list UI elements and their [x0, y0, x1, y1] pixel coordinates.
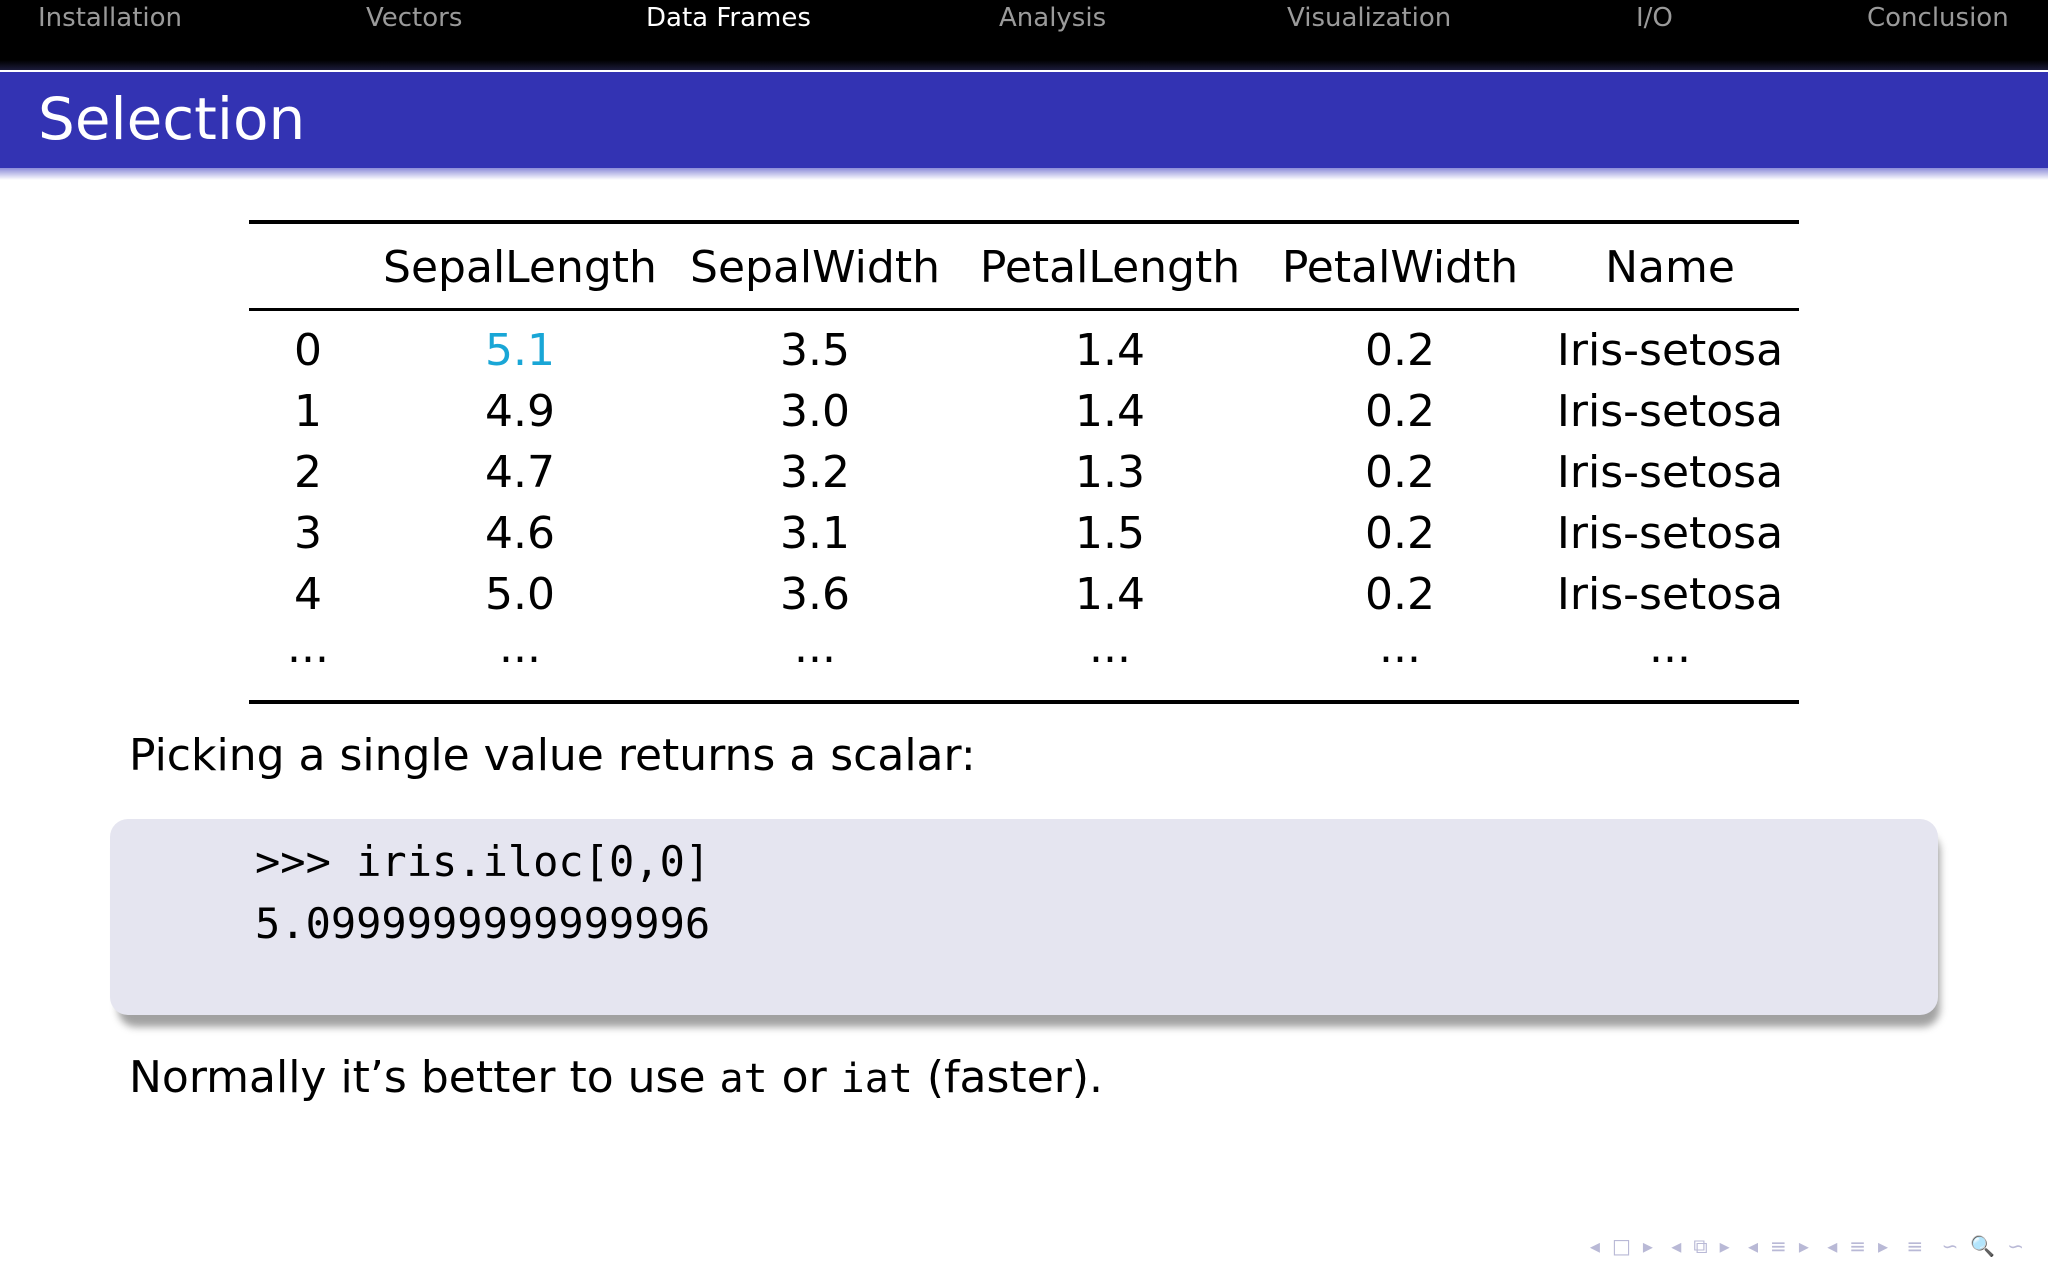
table-cell: 4.7 [485, 447, 555, 498]
code-line-output: 5.0999999999999996 [255, 899, 711, 948]
prev-subsection-icon[interactable]: ◂ [1748, 1234, 1759, 1258]
table-cell: 0.2 [1365, 508, 1435, 559]
table-cell-ellipsis: ... [1089, 622, 1131, 673]
back-icon[interactable]: ∽ [1941, 1234, 1959, 1258]
intro-text: Picking a single value returns a scalar: [129, 730, 976, 781]
table-header-petal-length: PetalLength [979, 242, 1241, 293]
table-cell: 1.4 [1075, 569, 1145, 620]
table-cell-selected: 5.1 [485, 325, 555, 376]
frame-title: Selection [38, 85, 306, 153]
code-at: at [719, 1056, 768, 1102]
table-cell: 4.6 [485, 508, 555, 559]
nav-item-io[interactable]: I/O [1636, 3, 1673, 33]
next-subsection-icon[interactable]: ▸ [1798, 1234, 1809, 1258]
outro-suffix: (faster). [912, 1052, 1103, 1103]
next-frame-icon[interactable]: ▸ [1719, 1234, 1730, 1258]
table-cell: 0.2 [1365, 569, 1435, 620]
nav-item-visualization[interactable]: Visualization [1287, 3, 1452, 33]
table-cell-ellipsis: ... [287, 622, 329, 673]
prev-frame-icon[interactable]: ◂ [1671, 1234, 1682, 1258]
toc-icon[interactable]: ≡ [1906, 1234, 1924, 1258]
nav-item-data-frames[interactable]: Data Frames [646, 3, 811, 33]
table-cell: 1.5 [1075, 508, 1145, 559]
table-mid-rule [249, 308, 1799, 311]
nav-item-analysis[interactable]: Analysis [999, 3, 1107, 33]
table-cell: 4 [294, 569, 322, 620]
section-icon[interactable]: ≡ [1849, 1234, 1867, 1258]
table-cell-ellipsis: ... [499, 622, 541, 673]
prev-slide-icon[interactable]: ◂ [1589, 1234, 1600, 1258]
prev-section-icon[interactable]: ◂ [1827, 1234, 1838, 1258]
next-section-icon[interactable]: ▸ [1878, 1234, 1889, 1258]
table-header-name: Name [1605, 242, 1735, 293]
table-top-rule [249, 220, 1799, 224]
table-cell: 1 [294, 386, 322, 437]
outro-mid: or [767, 1052, 841, 1103]
table-bottom-rule [249, 700, 1799, 704]
table-cell: 2 [294, 447, 322, 498]
table-cell: 3 [294, 508, 322, 559]
frame-icon[interactable]: ⧉ [1693, 1234, 1708, 1258]
table-cell: 3.2 [780, 447, 850, 498]
slide-icon[interactable]: □ [1611, 1234, 1631, 1258]
table-cell: Iris-setosa [1556, 325, 1784, 376]
table-header-sepal-width: SepalWidth [690, 242, 940, 293]
beamer-navigation-controls: ◂ □ ▸ ◂ ⧉ ▸ ◂ ≡ ▸ ◂ ≡ ▸ ≡ ∽ 🔍 ∽ [1584, 1234, 2030, 1270]
code-line-input: >>> iris.iloc[0,0] [255, 837, 711, 886]
table-cell: Iris-setosa [1556, 508, 1784, 559]
code-block [110, 819, 1938, 1015]
table-cell: 3.0 [780, 386, 850, 437]
table-cell-ellipsis: ... [1379, 622, 1421, 673]
search-icon[interactable]: 🔍 [1970, 1234, 1996, 1258]
table-cell: Iris-setosa [1556, 386, 1784, 437]
table-cell: 3.6 [780, 569, 850, 620]
outro-text: Normally it’s better to use at or iat (f… [129, 1050, 1103, 1107]
table-cell: 4.9 [485, 386, 555, 437]
table-cell-ellipsis: ... [794, 622, 836, 673]
table-header-petal-width: PetalWidth [1281, 242, 1519, 293]
section-navbar: Installation Vectors Data Frames Analysi… [0, 0, 2048, 70]
table-cell: 1.3 [1075, 447, 1145, 498]
nav-item-conclusion[interactable]: Conclusion [1867, 3, 2009, 33]
code-iat: iat [840, 1056, 913, 1102]
table-header-sepal-length: SepalLength [383, 242, 657, 293]
title-bar-shadow [0, 168, 2048, 180]
table-cell: 0.2 [1365, 325, 1435, 376]
nav-item-vectors[interactable]: Vectors [366, 3, 463, 33]
table-cell: 0.2 [1365, 386, 1435, 437]
table-cell: 3.5 [780, 325, 850, 376]
frame-title-bar [0, 72, 2048, 168]
table-cell: Iris-setosa [1556, 447, 1784, 498]
table-cell: 5.0 [485, 569, 555, 620]
outro-prefix: Normally it’s better to use [129, 1052, 720, 1103]
table-cell: 0 [294, 325, 322, 376]
nav-item-installation[interactable]: Installation [38, 3, 183, 33]
table-cell: 0.2 [1365, 447, 1435, 498]
table-cell: 1.4 [1075, 325, 1145, 376]
table-cell: 1.4 [1075, 386, 1145, 437]
forward-icon[interactable]: ∽ [2007, 1234, 2024, 1258]
next-slide-icon[interactable]: ▸ [1642, 1234, 1653, 1258]
subsection-icon[interactable]: ≡ [1770, 1234, 1787, 1258]
table-cell: Iris-setosa [1556, 569, 1784, 620]
table-cell-ellipsis: ... [1649, 622, 1691, 673]
table-cell: 3.1 [780, 508, 850, 559]
